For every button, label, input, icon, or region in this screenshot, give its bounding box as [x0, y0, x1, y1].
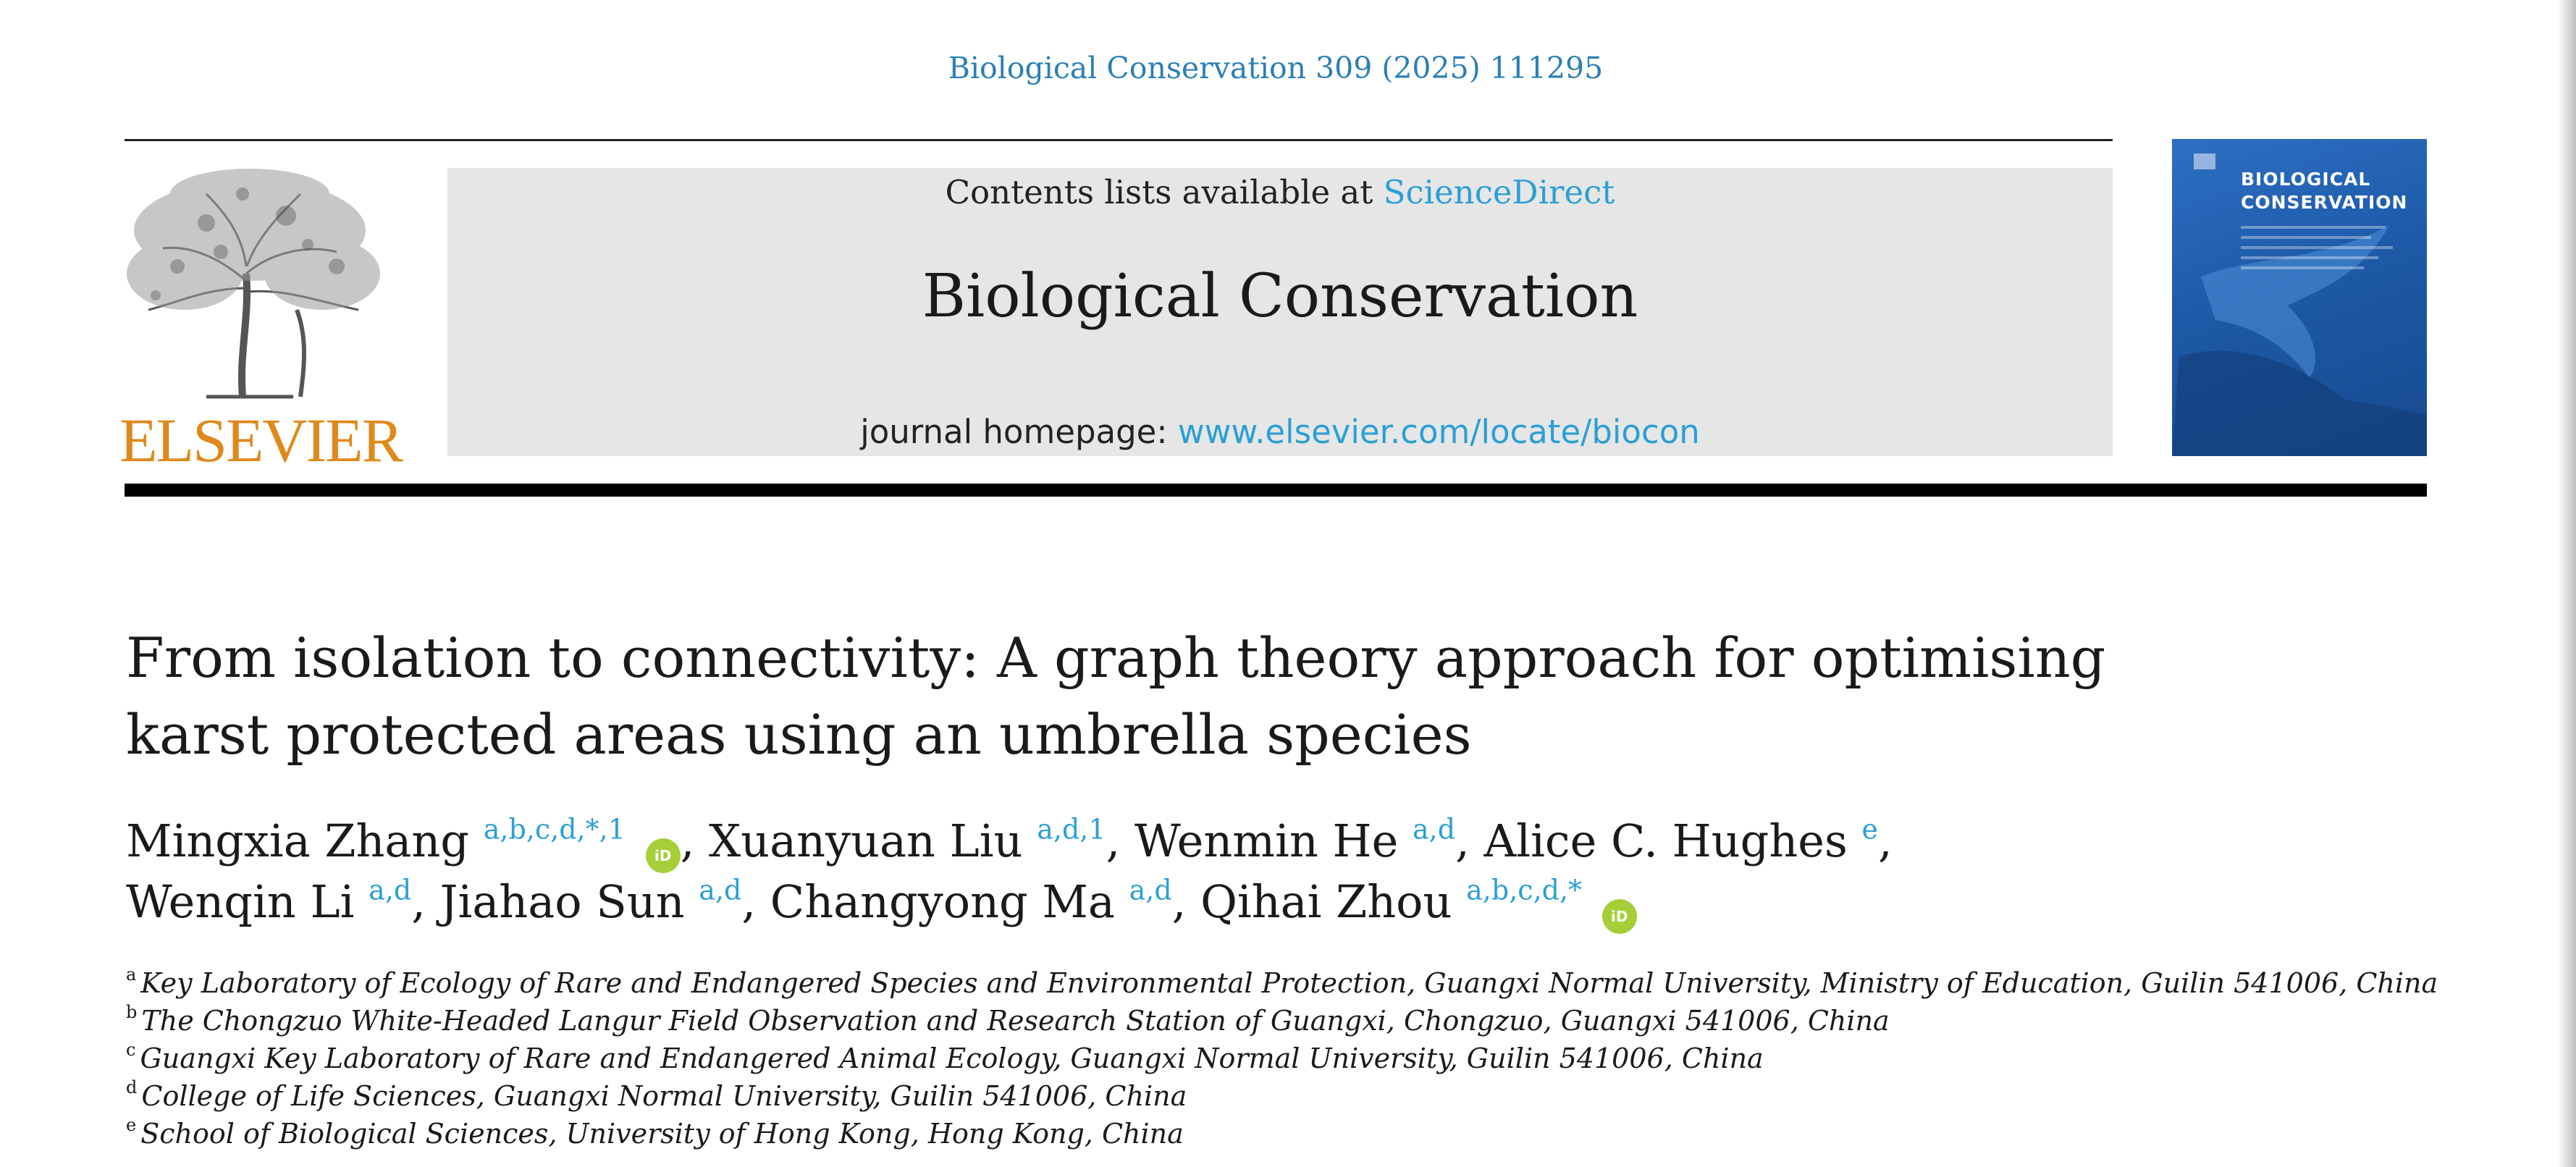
author-affiliation-markers[interactable]: a,d	[369, 874, 412, 906]
header-divider	[125, 484, 2427, 497]
affiliation-text: College of Life Sciences, Guangxi Normal…	[141, 1080, 1187, 1112]
tree-icon	[127, 169, 380, 399]
contents-availability: Contents lists available at ScienceDirec…	[447, 168, 2113, 213]
author-affiliation-markers[interactable]: a,d	[699, 874, 742, 906]
author-name[interactable]: Alice C. Hughes	[1483, 814, 1848, 867]
author-name[interactable]: Xuanyuan Liu	[709, 814, 1023, 867]
affiliation-marker: e	[126, 1115, 137, 1136]
sciencedirect-link[interactable]: ScienceDirect	[1383, 173, 1615, 211]
affiliation-list: a Key Laboratory of Ecology of Rare and E…	[126, 964, 2443, 1153]
author-affiliation-markers[interactable]: a,d	[1129, 874, 1172, 906]
affiliation-item: c Guangxi Key Laboratory of Rare and Enda…	[126, 1040, 2443, 1077]
author-separator: ,	[680, 814, 710, 867]
contents-prefix: Contents lists available at	[945, 173, 1384, 211]
affiliation-item: e School of Biological Sciences, Universi…	[126, 1115, 2443, 1153]
author-affiliation-markers[interactable]: a,b,c,d,*	[1466, 874, 1583, 906]
author-line: Mingxia Zhang a,b,c,d,*,1 iD, Xuanyuan L…	[126, 812, 2298, 873]
author-list: Mingxia Zhang a,b,c,d,*,1 iD, Xuanyuan L…	[126, 812, 2298, 934]
cover-title-line1: BIOLOGICAL	[2241, 169, 2371, 190]
affiliation-marker: d	[126, 1077, 138, 1098]
affiliation-text: Key Laboratory of Ecology of Rare and En…	[140, 967, 2438, 999]
author-separator: ,	[741, 875, 770, 928]
orcid-icon[interactable]: iD	[1601, 899, 1637, 934]
affiliation-text: Guangxi Key Laboratory of Rare and Endan…	[140, 1042, 1764, 1074]
author-line: Wenqin Li a,d, Jiahao Sun a,d, Changyong…	[126, 873, 2298, 934]
article-title-line1: From isolation to connectivity: A graph …	[126, 625, 2106, 690]
article-title: From isolation to connectivity: A graph …	[126, 620, 2226, 773]
affiliation-item: b The Chongzuo White-Headed Langur Field …	[126, 1002, 2443, 1040]
affiliation-marker: b	[126, 1002, 138, 1023]
author-name[interactable]: Mingxia Zhang	[126, 814, 469, 867]
author-name[interactable]: Qihai Zhou	[1200, 875, 1452, 928]
cover-title-line2: CONSERVATION	[2241, 192, 2408, 213]
journal-cover[interactable]: BIOLOGICAL CONSERVATION	[2172, 139, 2427, 456]
affiliation-item: a Key Laboratory of Ecology of Rare and E…	[126, 964, 2443, 1002]
orcid-icon[interactable]: iD	[645, 838, 681, 873]
affiliation-item: d College of Life Sciences, Guangxi Norma…	[126, 1077, 2443, 1115]
homepage-link[interactable]: www.elsevier.com/locate/biocon	[1177, 413, 1700, 451]
author-affiliation-markers[interactable]: a,b,c,d,*,1	[483, 813, 626, 846]
journal-homepage: journal homepage: www.elsevier.com/locat…	[447, 413, 2113, 451]
author-separator: ,	[1878, 814, 1893, 867]
author-name[interactable]: Wenqin Li	[126, 875, 355, 928]
author-separator: ,	[1455, 814, 1484, 867]
affiliation-text: School of Biological Sciences, Universit…	[140, 1118, 1184, 1150]
cover-artwork	[2172, 153, 2427, 456]
affiliation-marker: a	[126, 964, 137, 985]
page-edge-shadow	[2557, 0, 2576, 1167]
publisher-name: ELSEVIER	[119, 405, 403, 475]
article-title-line2: karst protected areas using an umbrella …	[126, 702, 1472, 767]
author-name[interactable]: Wenmin He	[1134, 814, 1399, 867]
homepage-prefix: journal homepage:	[860, 413, 1178, 451]
author-affiliation-markers[interactable]: a,d,1	[1037, 813, 1106, 846]
author-separator: ,	[1106, 814, 1135, 867]
author-separator: ,	[411, 875, 440, 928]
author-separator: ,	[1171, 875, 1201, 928]
journal-reference[interactable]: Biological Conservation 309 (2025) 11129…	[948, 51, 1604, 85]
cover-title: BIOLOGICAL CONSERVATION	[2241, 168, 2407, 214]
affiliation-marker: c	[126, 1040, 136, 1061]
author-affiliation-markers[interactable]: a,d	[1413, 813, 1456, 846]
affiliation-text: The Chongzuo White-Headed Langur Field O…	[141, 1005, 1890, 1037]
publisher-logo: ELSEVIER	[119, 165, 403, 475]
journal-banner: Contents lists available at ScienceDirec…	[447, 168, 2113, 456]
author-name[interactable]: Changyong Ma	[770, 875, 1115, 928]
author-affiliation-markers[interactable]: e	[1861, 813, 1879, 846]
top-divider	[125, 139, 2113, 141]
author-name[interactable]: Jiahao Sun	[439, 875, 685, 928]
journal-name: Biological Conservation	[922, 262, 1638, 331]
